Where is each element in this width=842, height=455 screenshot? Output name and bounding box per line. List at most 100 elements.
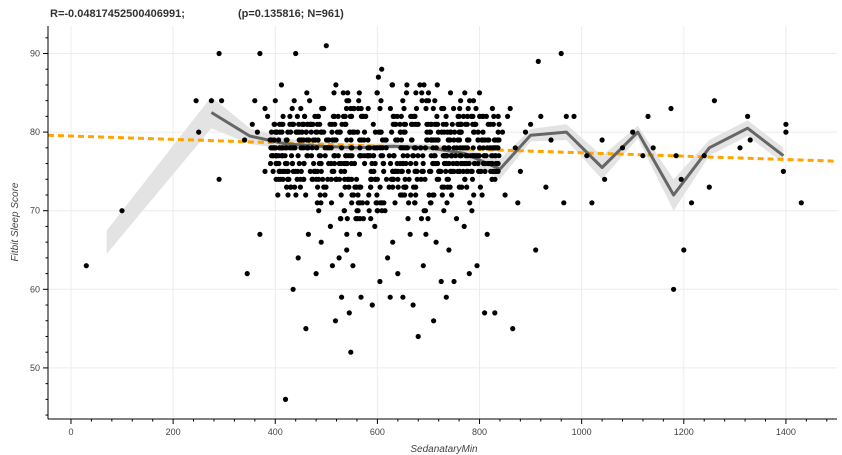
data-point [309,145,315,151]
data-point [312,113,318,119]
data-point [252,98,258,104]
x-tick-label: 400 [268,427,283,437]
data-point [482,168,488,174]
data-point [361,129,368,135]
data-point [671,286,677,292]
data-point [460,160,466,167]
data-point [335,113,341,119]
data-point [414,176,420,182]
data-point [276,168,282,174]
data-point [341,208,347,214]
data-point [290,145,296,151]
data-point [369,160,375,167]
data-point [268,129,275,135]
data-point [329,263,335,269]
data-point [563,113,569,119]
data-point [425,98,432,104]
data-point [474,263,480,269]
data-point [499,129,506,135]
data-point [399,192,405,198]
data-point [314,145,320,151]
data-point [338,192,344,198]
data-point [493,168,499,174]
data-point [323,43,329,49]
data-point [446,247,452,253]
data-point [479,113,485,119]
data-point [377,184,383,190]
data-point [461,223,467,229]
data-point [369,302,375,308]
data-point [356,231,363,237]
data-point [357,145,363,151]
data-point [410,153,416,159]
confidence-band [106,96,784,254]
data-point [424,137,431,143]
data-point [308,129,314,135]
data-point [401,145,407,151]
data-point [390,168,396,174]
data-point [432,153,438,159]
data-point [465,105,471,112]
data-point [290,168,296,174]
data-point [332,153,338,159]
data-point [368,168,374,174]
data-point [481,153,487,159]
data-point [333,176,339,182]
data-point [405,216,411,222]
data-point [421,82,427,88]
data-point [495,113,501,119]
data-point [276,121,283,127]
data-point [460,168,466,174]
data-point [356,184,362,190]
data-point [428,121,434,127]
data-point [452,129,458,135]
data-point [338,168,344,174]
data-point [486,137,492,143]
data-point [366,208,372,214]
data-point [339,121,345,127]
data-point [406,200,412,206]
y-tick-label: 90 [30,49,40,59]
data-point [364,200,370,206]
data-point [254,129,260,135]
data-point [337,129,343,135]
data-point [344,216,350,222]
data-point [673,153,679,159]
data-point [291,98,297,104]
data-point [299,121,305,127]
data-point [390,153,397,159]
data-point [327,121,333,127]
data-point [470,98,477,104]
data-point [538,113,544,119]
data-point [599,137,605,143]
data-point [400,294,406,300]
data-point [328,176,334,182]
data-point [348,105,354,112]
data-point [463,153,469,159]
data-point [461,145,467,151]
data-point [359,200,366,206]
data-point [482,310,488,316]
data-point [780,168,787,174]
data-point [451,105,457,112]
x-tick-label: 800 [472,427,487,437]
data-point [418,216,425,222]
data-point [464,160,470,167]
data-point [386,153,392,159]
data-point [378,129,384,135]
data-point [490,145,496,151]
data-point [571,113,577,119]
data-point [434,176,440,182]
data-point [429,137,435,143]
data-point [331,90,337,96]
data-point [370,121,376,127]
data-point [377,105,383,112]
data-point [317,192,323,198]
data-point [377,145,383,151]
data-point [262,168,268,174]
data-point [365,105,371,112]
data-point [422,176,428,182]
data-point [711,98,718,104]
data-point [484,145,490,151]
data-point [457,105,463,112]
